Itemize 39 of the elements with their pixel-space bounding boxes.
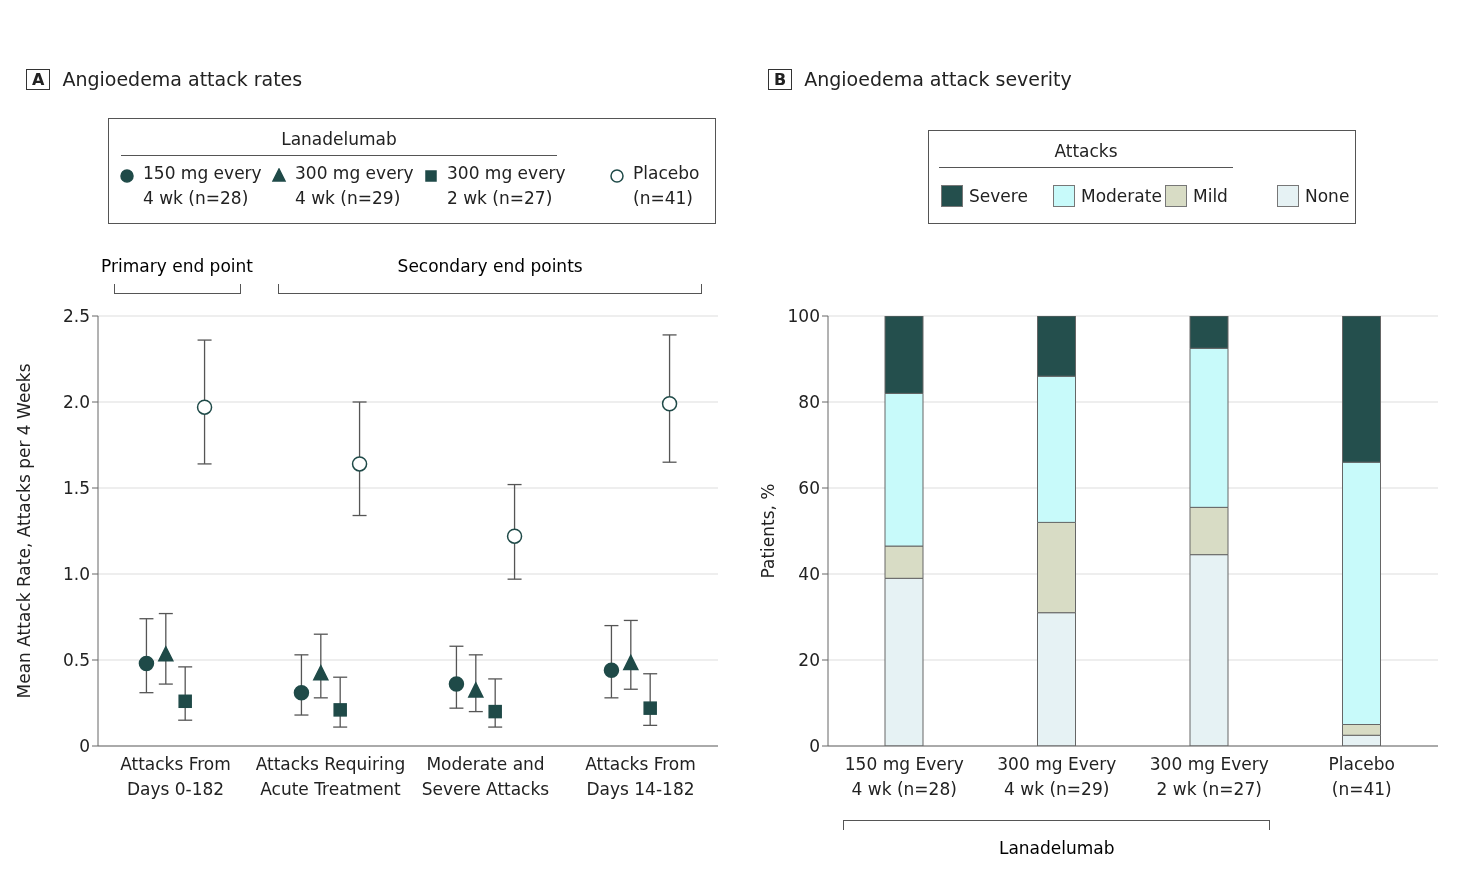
x-tick-label: Attacks From Days 14-182 [585,754,696,799]
y-tick-label: 0.5 [62,650,90,671]
legend-title: Lanadelumab [121,129,557,156]
chart-title: Angioedema attack rates [62,68,303,90]
y-tick-label: 80 [798,392,820,413]
legend-label: 300 mg every 2 wk (n=27) [447,162,566,210]
x-tick-label: Moderate and Severe Attacks [421,754,550,799]
y-tick-label: 0 [79,736,90,757]
y-tick-label: 0 [809,736,820,757]
legend-title: Attacks [939,141,1233,168]
y-tick-label: 2.5 [62,306,90,327]
text: Primary end point [100,256,254,276]
legend-label: Placebo (n=41) [633,162,700,210]
y-axis-title: Mean Attack Rate, Attacks per 4 Weeks [14,363,35,699]
y-axis-title: Patients, % [758,483,779,579]
x-tick-label: 150 mg Every 4 wk (n=28) [844,754,964,799]
x-tick-label: Placebo (n=41) [1328,754,1395,799]
y-tick-label: 1.5 [62,478,90,499]
legend-label: Mild [1193,186,1228,206]
legend-label: 300 mg every 4 wk (n=29) [295,162,414,210]
x-tick-label: Attacks From Days 0-182 [120,754,231,799]
legend-label: None [1305,186,1350,206]
y-tick-label: 100 [787,306,820,327]
x-tick-label: 300 mg Every 4 wk (n=29) [997,754,1117,799]
chart-title: Angioedema attack severity [804,68,1072,90]
y-tick-label: 20 [798,650,820,671]
y-tick-label: 60 [798,478,820,499]
text: Lanadelumab [997,838,1116,858]
legend-label: Moderate [1081,186,1162,206]
text: Secondary end points [396,256,584,276]
y-tick-label: 2.0 [62,392,90,413]
x-tick-label: 300 mg Every 2 wk (n=27) [1149,754,1269,799]
y-tick-label: 40 [798,564,820,585]
y-tick-label: 1.0 [62,564,90,585]
text: A [26,68,51,90]
legend-label: Severe [969,186,1028,206]
text: B [768,68,793,90]
x-tick-label: Attacks Requiring Acute Treatment [255,754,406,799]
legend-label: 150 mg every 4 wk (n=28) [143,162,262,210]
